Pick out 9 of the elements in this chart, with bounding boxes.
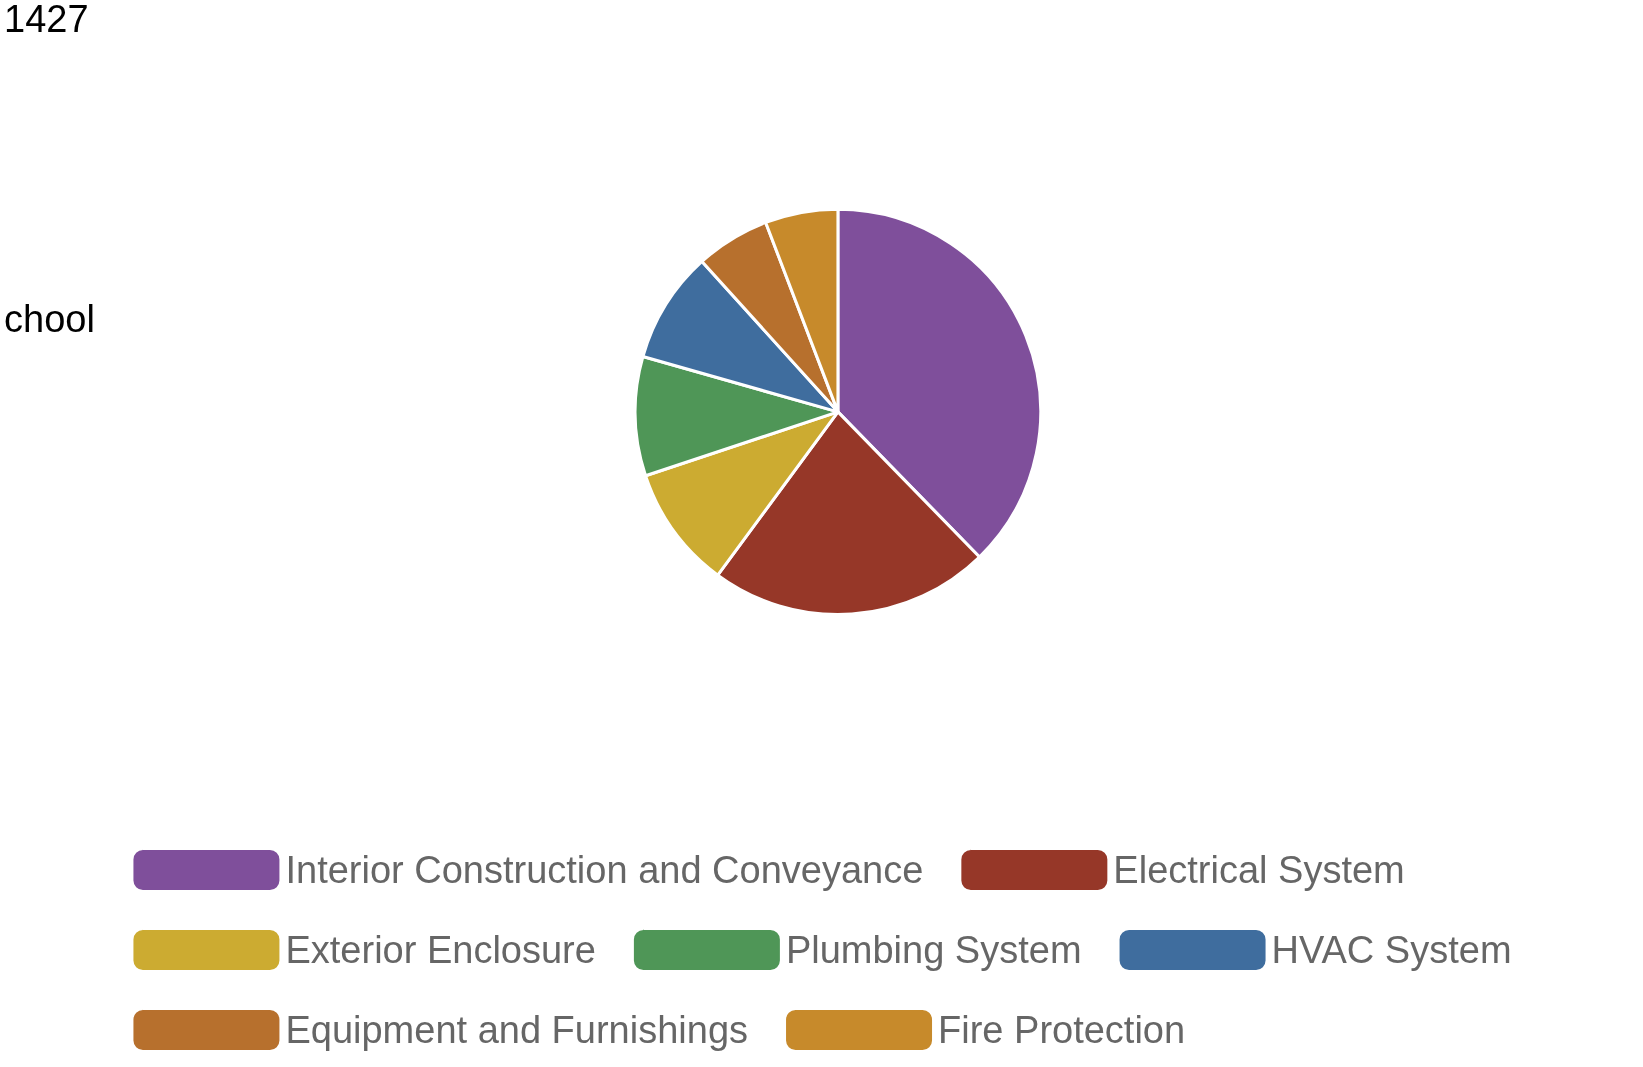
legend-label: Interior Construction and Conveyance — [285, 849, 924, 891]
legend-label: Exterior Enclosure — [285, 929, 596, 971]
legend-label: HVAC System — [1271, 929, 1512, 971]
legend-label: Plumbing System — [785, 929, 1082, 971]
legend-label: Equipment and Furnishings — [285, 1009, 749, 1051]
text: chool — [4, 298, 95, 340]
legend-label: Electrical System — [1113, 849, 1405, 891]
legend-label: Fire Protection — [938, 1009, 1186, 1051]
text: 1427 — [4, 0, 89, 40]
